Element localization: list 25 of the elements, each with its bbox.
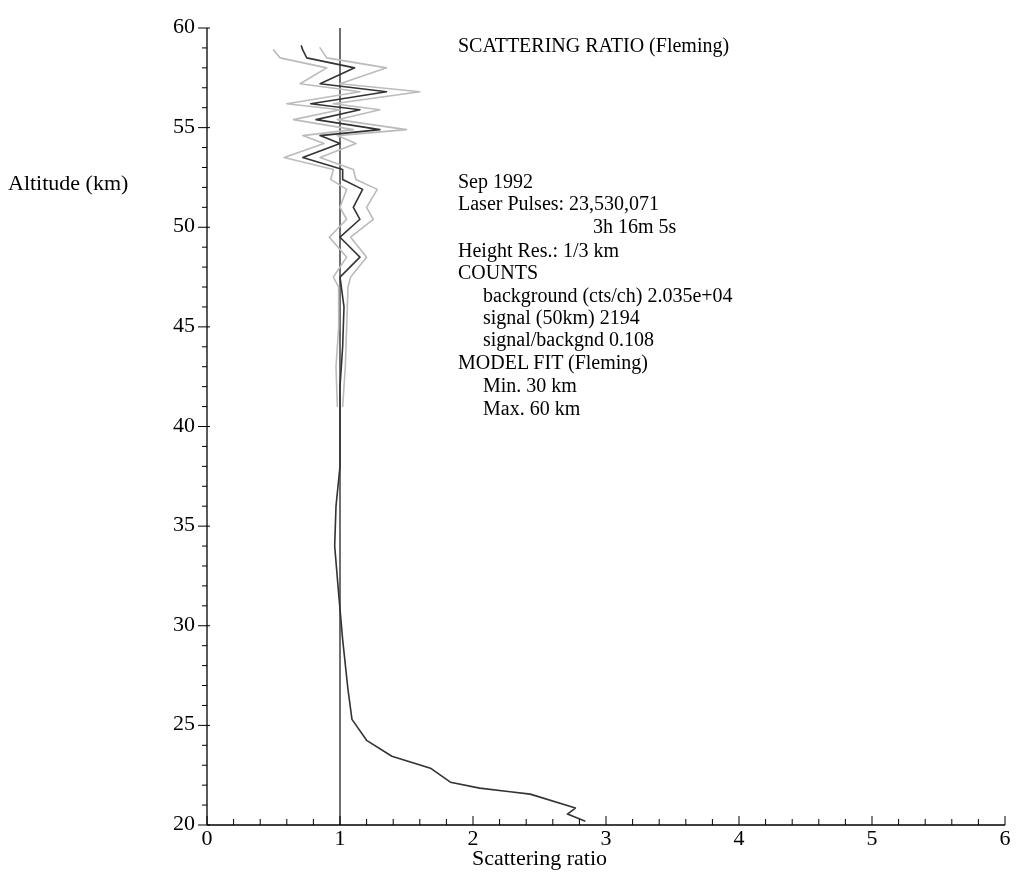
annotation: MODEL FIT (Fleming) xyxy=(458,350,648,374)
chart-title: SCATTERING RATIO (Fleming) xyxy=(458,33,730,57)
x-tick-label: 0 xyxy=(201,825,213,850)
line-series xyxy=(272,49,361,408)
annotation: background (cts/ch) 2.035e+04 xyxy=(483,283,733,307)
annotation: Max. 60 km xyxy=(483,396,581,419)
y-tick-label: 25 xyxy=(173,710,195,736)
annotation: 3h 16m 5s xyxy=(593,214,677,237)
annotation: Sep 1992 xyxy=(458,169,533,193)
y-tick-label: 60 xyxy=(173,13,195,39)
x-tick-label: 1 xyxy=(334,825,346,850)
annotation: Min. 30 km xyxy=(483,373,578,396)
y-tick-label: 55 xyxy=(173,112,195,138)
x-tick-label: 5 xyxy=(866,825,878,850)
y-tick-label: 45 xyxy=(173,311,195,337)
line-series xyxy=(319,47,421,408)
y-tick-label: 35 xyxy=(173,511,195,537)
y-tick-label: 20 xyxy=(173,810,195,836)
y-tick-label: 40 xyxy=(173,411,195,437)
x-tick-label: 6 xyxy=(999,825,1011,850)
y-axis-title: Altitude (km) xyxy=(8,170,129,196)
y-tick-label: 30 xyxy=(173,610,195,636)
x-tick-label: 4 xyxy=(733,825,745,850)
annotation: Height Res.: 1/3 km xyxy=(458,238,620,262)
y-tick-label: 50 xyxy=(173,212,195,238)
